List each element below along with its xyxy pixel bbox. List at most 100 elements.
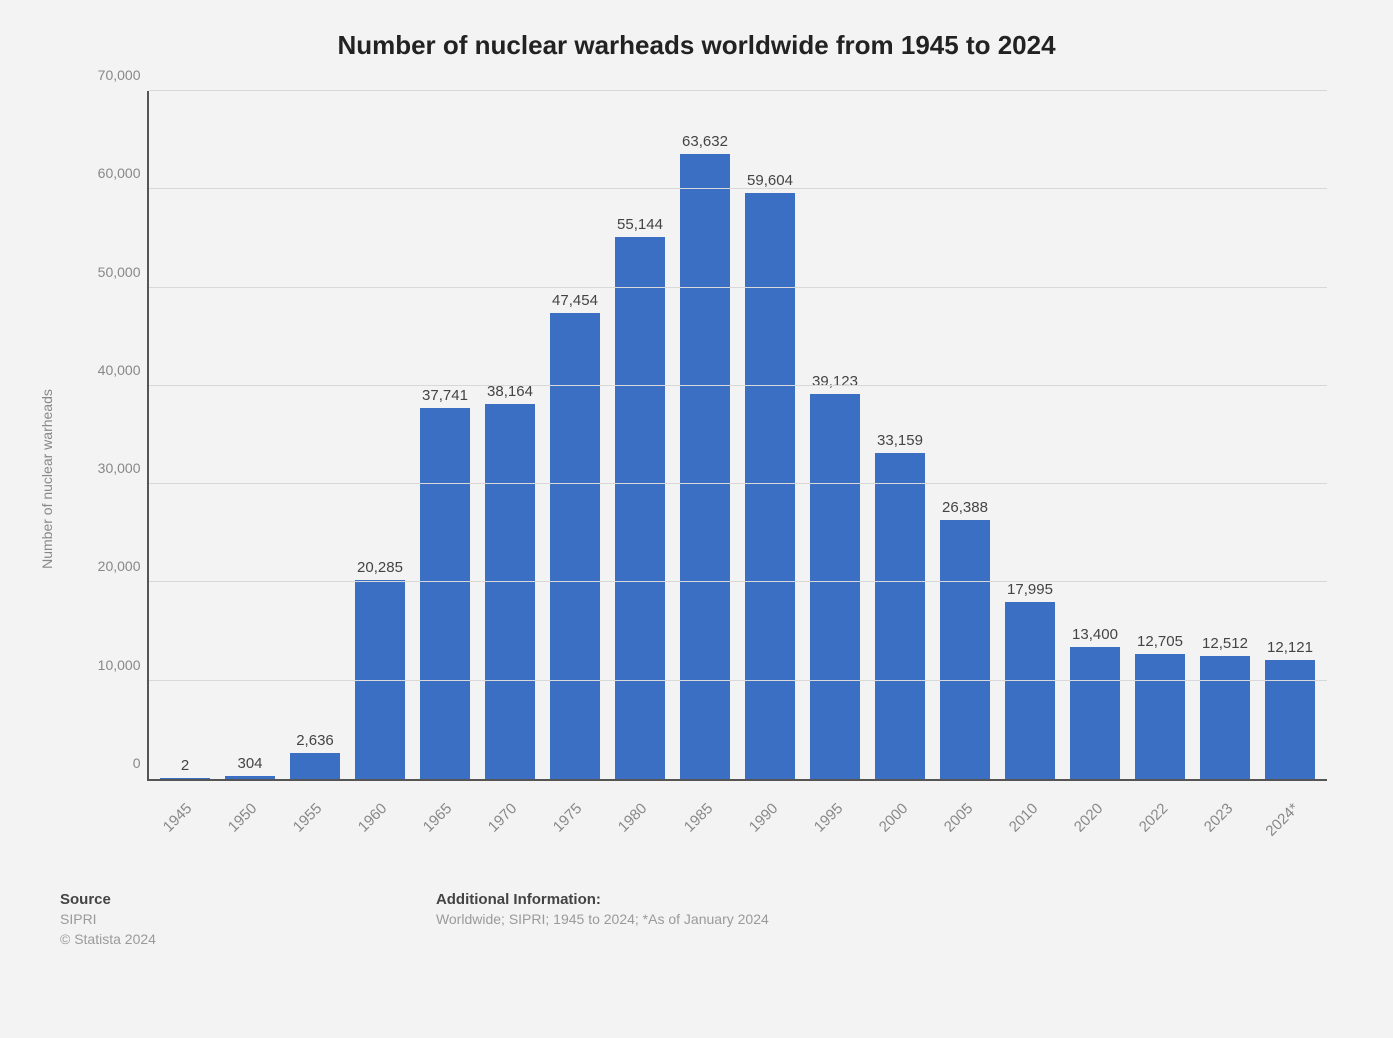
chart-container: Number of nuclear warheads 23042,63620,2… [57,91,1337,851]
grid-line [149,385,1327,386]
x-tick-label: 1945 [159,800,195,836]
grid-line [149,581,1327,582]
bar-value-label: 17,995 [1007,581,1053,598]
bar-slot: 12,512 [1193,91,1258,779]
y-tick-label: 40,000 [98,362,149,378]
bar [290,753,339,779]
info-text: Worldwide; SIPRI; 1945 to 2024; *As of J… [436,910,769,930]
bar-value-label: 2,636 [296,732,334,749]
x-tick: 1950 [216,786,281,851]
x-tick-label: 1960 [355,800,391,836]
x-tick: 2020 [1062,786,1127,851]
grid-line [149,90,1327,91]
bar-value-label: 47,454 [552,292,598,309]
bar-slot: 20,285 [348,91,413,779]
bar [420,408,469,779]
grid-line [149,188,1327,189]
x-tick: 1955 [281,786,346,851]
x-tick: 1945 [151,786,216,851]
bar-value-label: 55,144 [617,216,663,233]
x-tick: 1980 [606,786,671,851]
bar [875,453,924,779]
x-tick: 2010 [997,786,1062,851]
plot-area: 2 304 2,636 20,285 37,741 38,164 47,454 55,144 6… [147,91,1327,781]
y-axis-label: Number of nuclear warheads [39,389,55,569]
x-tick: 2023 [1192,786,1257,851]
y-tick-label: 10,000 [98,657,149,673]
bar-slot: 63,632 [673,91,738,779]
x-tick-label: 1985 [680,800,716,836]
bar-value-label: 12,121 [1267,639,1313,656]
chart-title: Number of nuclear warheads worldwide fro… [50,30,1343,61]
bar-slot: 12,705 [1128,91,1193,779]
x-tick: 1985 [671,786,736,851]
y-tick-label: 0 [133,755,149,771]
info-heading: Additional Information: [436,891,769,908]
x-axis-ticks: 1945 1950 1955 1960 1965 1970 1975 1980 1985 1990… [147,786,1327,851]
x-tick-label: 1955 [290,800,326,836]
x-tick: 1965 [411,786,476,851]
x-tick-label: 2023 [1201,800,1237,836]
x-tick-label: 1975 [550,800,586,836]
bar [940,520,989,779]
x-tick-label: 2022 [1136,800,1172,836]
y-tick-label: 70,000 [98,67,149,83]
x-tick: 1990 [736,786,801,851]
x-tick-label: 2024* [1262,800,1302,840]
bar [810,394,859,779]
x-tick-label: 1990 [745,800,781,836]
bar-value-label: 20,285 [357,559,403,576]
bar-value-label: 37,741 [422,387,468,404]
x-tick: 1960 [346,786,411,851]
bar [1265,660,1314,779]
bar-slot: 304 [218,91,283,779]
grid-line [149,287,1327,288]
source-name: SIPRI [60,910,156,930]
bar-value-label: 59,604 [747,172,793,189]
bar-value-label: 33,159 [877,432,923,449]
bar-slot: 55,144 [608,91,673,779]
y-tick-label: 60,000 [98,165,149,181]
bar-value-label: 12,512 [1202,635,1248,652]
x-tick-label: 1995 [811,800,847,836]
bar-value-label: 304 [237,755,262,772]
bar-slot: 17,995 [998,91,1063,779]
bars-row: 2 304 2,636 20,285 37,741 38,164 47,454 55,144 6… [149,91,1327,779]
x-tick: 2000 [867,786,932,851]
bar-slot: 47,454 [543,91,608,779]
bar [1200,656,1249,779]
bar-slot: 59,604 [738,91,803,779]
bar-slot: 26,388 [933,91,998,779]
grid-line [149,483,1327,484]
x-tick: 2022 [1127,786,1192,851]
y-tick-label: 50,000 [98,264,149,280]
bar-slot: 12,121 [1258,91,1323,779]
bar [550,313,599,779]
bar-value-label: 26,388 [942,499,988,516]
additional-info-block: Additional Information: Worldwide; SIPRI… [436,891,769,949]
bar [1005,602,1054,779]
x-tick-label: 1980 [615,800,651,836]
x-tick-label: 2020 [1071,800,1107,836]
source-block: Source SIPRI © Statista 2024 [60,891,156,949]
source-copyright: © Statista 2024 [60,930,156,950]
x-tick: 1970 [476,786,541,851]
bar [225,776,274,779]
bar [485,404,534,779]
y-tick-label: 30,000 [98,460,149,476]
bar-slot: 2,636 [283,91,348,779]
bar [615,237,664,779]
bar-value-label: 39,123 [812,373,858,390]
bar [745,193,794,779]
grid-line [149,680,1327,681]
bar-slot: 38,164 [478,91,543,779]
bar [680,154,729,779]
x-tick-label: 1950 [225,800,261,836]
bar [1070,647,1119,779]
bar-slot: 2 [153,91,218,779]
x-tick-label: 1970 [485,800,521,836]
x-tick-label: 1965 [420,800,456,836]
x-tick-label: 2000 [876,800,912,836]
bar-slot: 33,159 [868,91,933,779]
bar-value-label: 12,705 [1137,633,1183,650]
